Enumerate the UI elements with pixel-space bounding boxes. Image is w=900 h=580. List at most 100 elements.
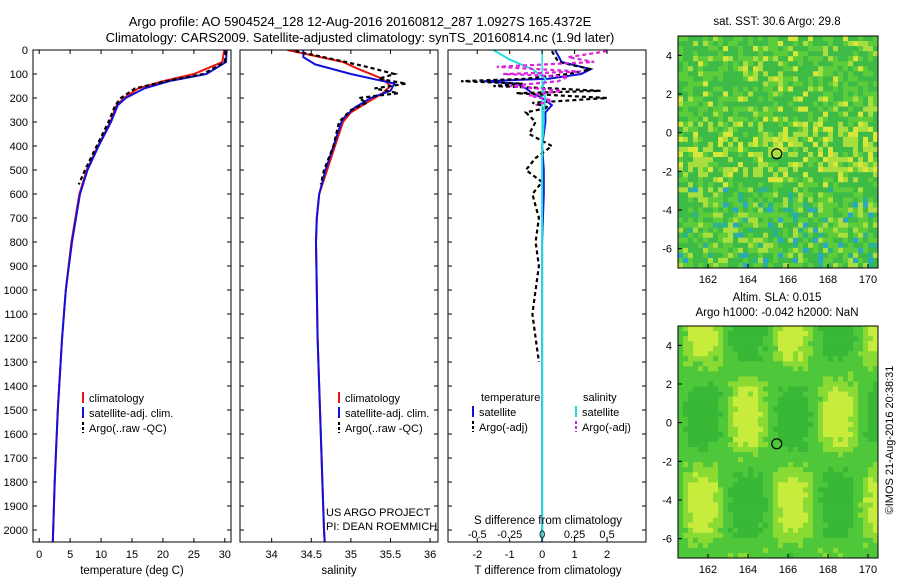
map-cell — [758, 326, 764, 332]
map-cell — [768, 187, 774, 193]
map-cell — [698, 152, 704, 158]
map-cell — [773, 351, 779, 357]
map-cell — [763, 36, 769, 42]
map-cell — [843, 207, 849, 213]
map-cell — [723, 487, 729, 493]
map-cell — [758, 442, 764, 448]
map-cell — [768, 167, 774, 173]
map-cell — [738, 492, 744, 498]
map-cell — [813, 517, 819, 523]
map-cell — [753, 401, 759, 407]
map-cell — [738, 157, 744, 163]
map-cell — [693, 492, 699, 498]
map-cell — [743, 111, 749, 117]
map-cell — [763, 376, 769, 382]
map-cell — [823, 242, 829, 249]
map-cell — [743, 141, 749, 148]
map-cell — [868, 202, 874, 208]
map-cell — [733, 457, 739, 463]
map-cell — [688, 36, 694, 42]
map-cell — [853, 396, 859, 402]
map-cell — [823, 502, 829, 508]
map-cell — [753, 111, 759, 117]
map-cell — [708, 212, 714, 218]
map-cell — [773, 66, 779, 72]
map-cell — [823, 101, 829, 107]
x-tick-label: 170 — [859, 564, 877, 576]
map-cell — [678, 447, 684, 453]
map-cell — [723, 86, 729, 92]
map-cell — [693, 452, 699, 458]
map-cell — [758, 116, 764, 123]
map-cell — [678, 217, 684, 223]
map-cell — [793, 457, 799, 463]
map-cell — [803, 366, 809, 372]
map-cell — [808, 146, 814, 153]
map-cell — [718, 152, 724, 158]
map-cell — [823, 341, 829, 347]
map-cell — [723, 537, 729, 544]
map-cell — [743, 537, 749, 544]
y-tick-label: 4 — [666, 340, 672, 352]
map-cell — [708, 217, 714, 223]
map-cell — [773, 202, 779, 208]
map-cell — [873, 396, 879, 402]
map-cell — [753, 462, 759, 468]
map-cell — [743, 131, 749, 138]
map-cell — [803, 517, 809, 523]
map-cell — [728, 517, 734, 523]
map-cell — [828, 187, 834, 193]
map-cell — [698, 177, 704, 183]
map-cell — [783, 56, 789, 62]
map-cell — [788, 492, 794, 498]
map-cell — [743, 552, 749, 559]
map-cell — [773, 182, 779, 188]
map-cell — [703, 136, 709, 143]
map-cell — [858, 351, 864, 357]
map-cell — [873, 547, 879, 554]
map-cell — [873, 512, 879, 518]
map-cell — [793, 356, 799, 362]
map-cell — [873, 517, 879, 523]
map-cell — [688, 371, 694, 377]
y-tick-label: -2 — [662, 166, 672, 178]
map-cell — [858, 482, 864, 488]
map-cell — [803, 492, 809, 498]
map-cell — [853, 167, 859, 173]
map-cell — [778, 436, 784, 443]
map-cell — [743, 76, 749, 82]
map-cell — [873, 237, 879, 244]
map-cell — [803, 371, 809, 377]
map-cell — [738, 141, 744, 148]
map-cell — [823, 532, 829, 539]
map-cell — [848, 547, 854, 554]
y-tick-label: 200 — [10, 93, 28, 105]
map-cell — [723, 252, 729, 259]
map-cell — [838, 472, 844, 478]
map-cell — [843, 106, 849, 112]
map-cell — [688, 192, 694, 198]
map-cell — [873, 217, 879, 223]
map-cell — [808, 106, 814, 112]
map-cell — [818, 232, 824, 239]
map-cell — [803, 416, 809, 423]
map-cell — [728, 81, 734, 87]
map-cell — [683, 416, 689, 423]
map-cell — [803, 552, 809, 559]
map-cell — [843, 232, 849, 239]
map-cell — [828, 46, 834, 52]
map-cell — [858, 177, 864, 183]
map-cell — [758, 421, 764, 428]
map-cell — [873, 497, 879, 503]
map-cell — [703, 532, 709, 539]
y-tick-label: 300 — [10, 117, 28, 129]
map-cell — [688, 76, 694, 82]
x-tick-label: 34.5 — [301, 549, 322, 561]
map-cell — [768, 177, 774, 183]
map-cell — [803, 361, 809, 367]
map-cell — [813, 136, 819, 143]
map-cell — [763, 391, 769, 397]
map-cell — [748, 502, 754, 508]
map-cell — [788, 401, 794, 407]
map-cell — [683, 131, 689, 138]
